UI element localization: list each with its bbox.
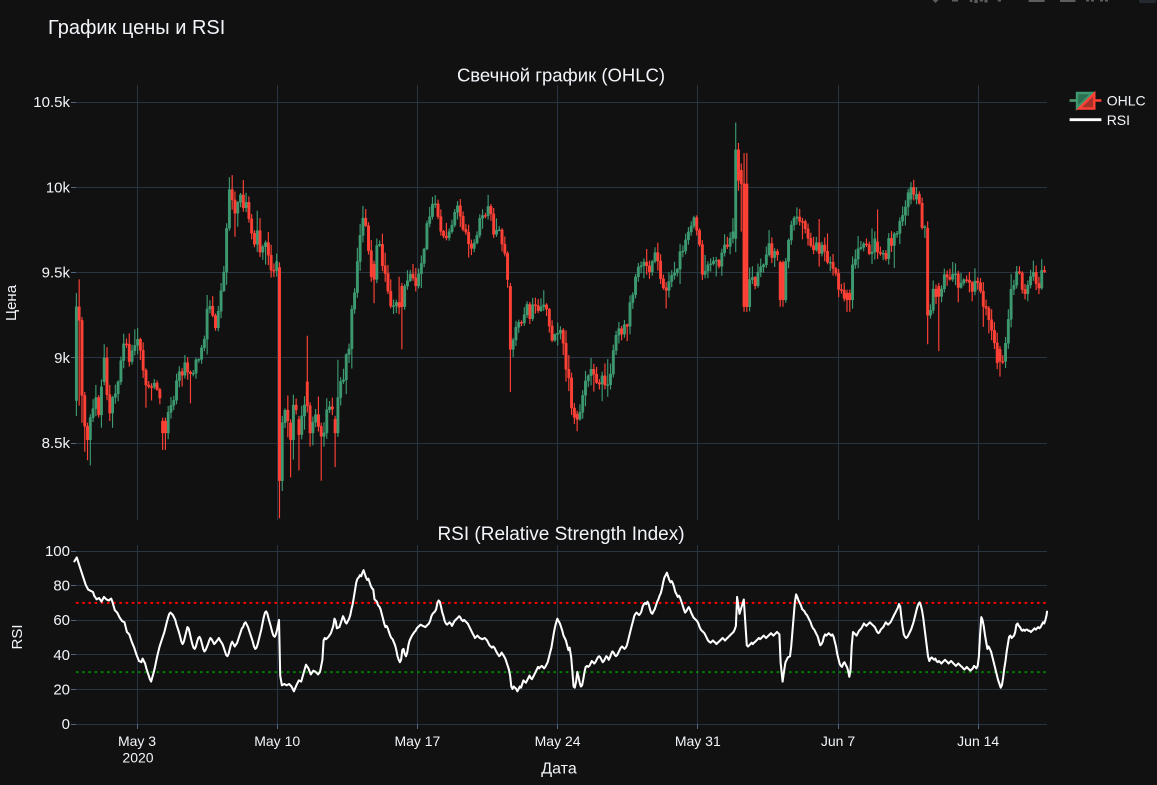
svg-text:Jun 7: Jun 7 (821, 733, 855, 749)
svg-text:Jun 14: Jun 14 (957, 733, 999, 749)
svg-text:May 24: May 24 (535, 733, 581, 749)
svg-text:May 3: May 3 (118, 733, 156, 749)
svg-text:80: 80 (53, 578, 70, 595)
svg-text:May 10: May 10 (254, 733, 300, 749)
svg-text:9.5k: 9.5k (42, 265, 71, 282)
svg-text:Дата: Дата (541, 761, 577, 778)
svg-text:2020: 2020 (122, 750, 153, 766)
svg-text:40: 40 (53, 647, 70, 664)
svg-text:RSI: RSI (1107, 112, 1130, 128)
svg-text:May 31: May 31 (675, 733, 721, 749)
svg-text:Цена: Цена (3, 284, 20, 321)
svg-text:OHLC: OHLC (1107, 93, 1146, 109)
svg-text:График цены и RSI: График цены и RSI (48, 17, 225, 39)
svg-text:20: 20 (53, 681, 70, 698)
svg-text:10.5k: 10.5k (33, 94, 70, 111)
svg-text:May 17: May 17 (394, 733, 440, 749)
svg-text:9k: 9k (54, 350, 70, 367)
svg-text:RSI (Relative Strength Index): RSI (Relative Strength Index) (437, 524, 684, 545)
svg-text:Свечной график (OHLC): Свечной график (OHLC) (457, 65, 665, 86)
svg-text:10k: 10k (46, 179, 71, 196)
svg-text:8.5k: 8.5k (42, 435, 71, 452)
svg-text:100: 100 (45, 543, 70, 560)
svg-text:60: 60 (53, 612, 70, 629)
svg-text:0: 0 (62, 716, 70, 733)
svg-text:RSI: RSI (9, 624, 26, 649)
